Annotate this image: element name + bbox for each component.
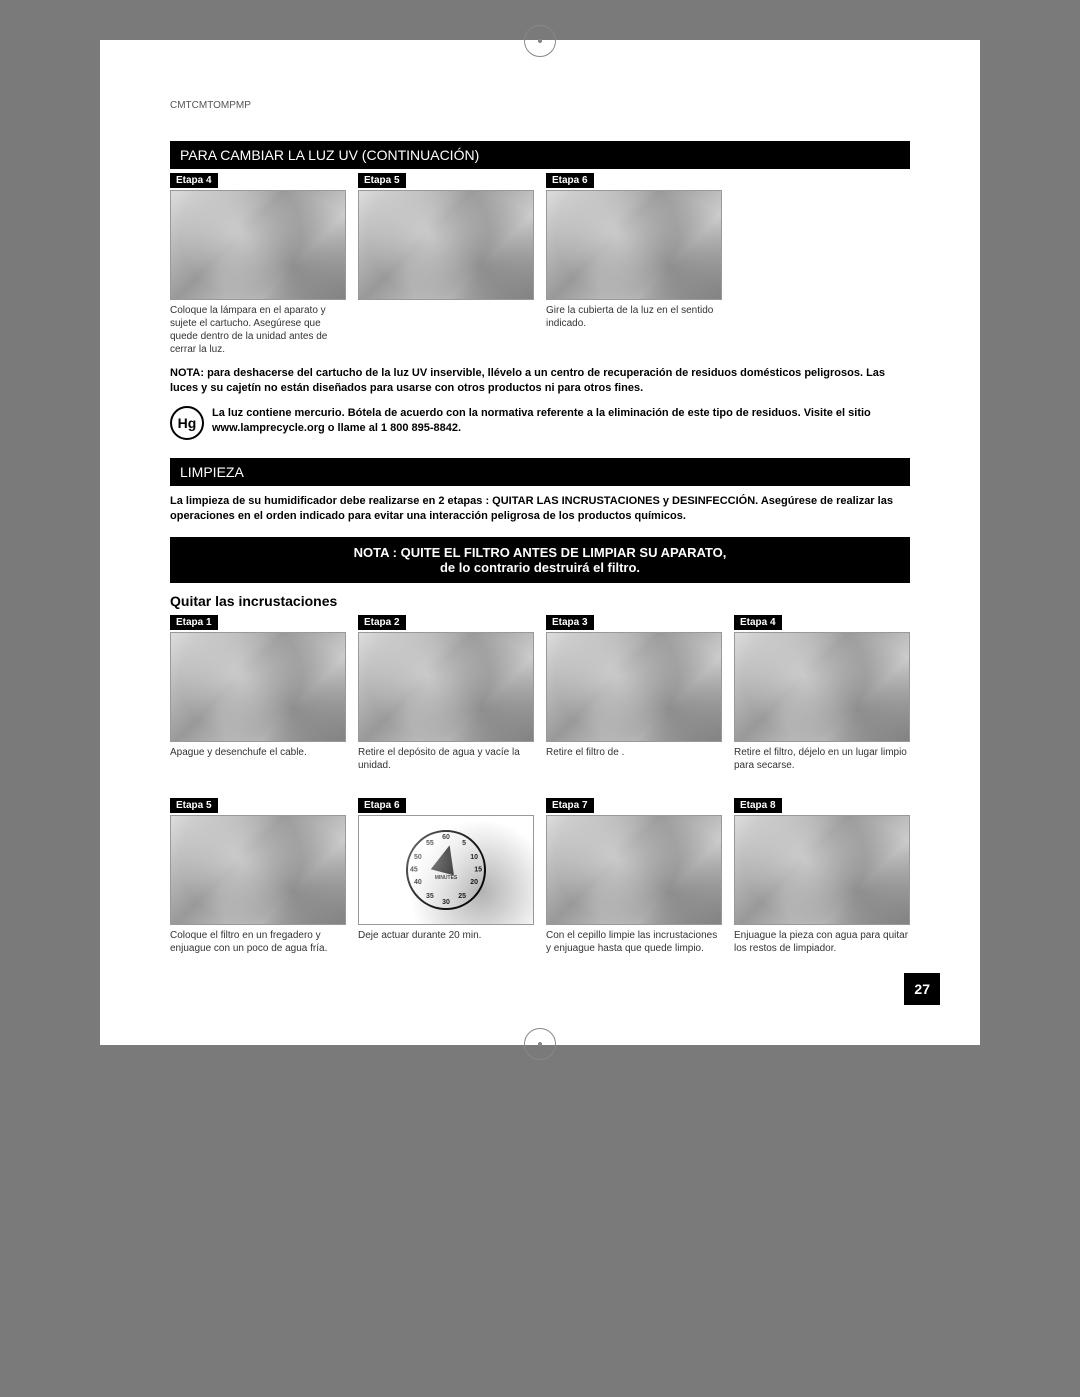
step-label: Etapa 5 <box>170 798 218 813</box>
uv-spacer <box>734 173 910 356</box>
step-caption: Retire el filtro, déjelo en un lugar lim… <box>734 746 910 786</box>
clock-icon: 60 5 10 15 20 25 30 35 40 45 50 55 MINUT… <box>406 830 486 910</box>
clock-hand-icon <box>431 843 461 876</box>
clean-step-4: Etapa 4 Retire el filtro, déjelo en un l… <box>734 615 910 786</box>
step-image-clock: 60 5 10 15 20 25 30 35 40 45 50 55 MINUT… <box>358 815 534 925</box>
step-label: Etapa 6 <box>358 798 406 813</box>
uv-step-4: Etapa 4 Coloque la lámpara en el aparato… <box>170 173 346 356</box>
step-label: Etapa 8 <box>734 798 782 813</box>
uv-steps-row: Etapa 4 Coloque la lámpara en el aparato… <box>170 173 910 356</box>
hg-icon: Hg <box>170 406 204 440</box>
step-label: Etapa 7 <box>546 798 594 813</box>
step-caption: Con el cepillo limpie las incrustaciones… <box>546 929 722 969</box>
step-caption: Coloque el filtro en un fregadero y enju… <box>170 929 346 969</box>
step-caption: Deje actuar durante 20 min. <box>358 929 534 969</box>
step-label: Etapa 5 <box>358 173 406 188</box>
step-label: Etapa 3 <box>546 615 594 630</box>
clean-step-8: Etapa 8 Enjuague la pieza con agua para … <box>734 798 910 969</box>
step-image-placeholder <box>734 632 910 742</box>
descale-subhead: Quitar las incrustaciones <box>170 593 910 609</box>
step-caption <box>358 304 534 344</box>
hg-text: La luz contiene mercurio. Bótela de acue… <box>212 406 910 436</box>
page-number: 27 <box>904 973 940 1005</box>
uv-step-5: Etapa 5 <box>358 173 534 356</box>
step-caption: Gire la cubierta de la luz en el sentido… <box>546 304 722 344</box>
section-clean-title: LIMPIEZA <box>170 458 910 486</box>
step-image-placeholder <box>170 815 346 925</box>
step-image-placeholder <box>358 632 534 742</box>
uv-step-6: Etapa 6 Gire la cubierta de la luz en el… <box>546 173 722 356</box>
clean-step-2: Etapa 2 Retire el depósito de agua y vac… <box>358 615 534 786</box>
step-caption: Apague y desenchufe el cable. <box>170 746 346 786</box>
step-label: Etapa 4 <box>734 615 782 630</box>
clean-step-1: Etapa 1 Apague y desenchufe el cable. <box>170 615 346 786</box>
step-image-placeholder <box>546 815 722 925</box>
uv-note: NOTA: para deshacerse del cartucho de la… <box>170 366 910 396</box>
step-label: Etapa 1 <box>170 615 218 630</box>
clean-step-7: Etapa 7 Con el cepillo limpie las incrus… <box>546 798 722 969</box>
header-code: CMTCMTOMPMP <box>170 100 910 111</box>
step-image-placeholder <box>734 815 910 925</box>
step-label: Etapa 4 <box>170 173 218 188</box>
clean-step-6: Etapa 6 60 5 10 15 20 25 30 35 40 45 50 … <box>358 798 534 969</box>
section-uv-title: PARA CAMBIAR LA LUZ UV (CONTINUACIÓN) <box>170 141 910 169</box>
callout-line2: de lo contrario destruirá el filtro. <box>180 560 900 575</box>
step-image-placeholder <box>170 190 346 300</box>
descale-grid: Etapa 1 Apague y desenchufe el cable. Et… <box>170 615 910 969</box>
clean-step-5: Etapa 5 Coloque el filtro en un fregader… <box>170 798 346 969</box>
step-label: Etapa 2 <box>358 615 406 630</box>
clean-intro: La limpieza de su humidificador debe rea… <box>170 494 910 524</box>
step-image-placeholder <box>358 190 534 300</box>
step-image-placeholder <box>546 190 722 300</box>
step-caption: Retire el filtro de . <box>546 746 722 786</box>
clean-step-3: Etapa 3 Retire el filtro de . <box>546 615 722 786</box>
mercury-warning: Hg La luz contiene mercurio. Bótela de a… <box>170 406 910 440</box>
filter-warning-callout: NOTA : QUITE EL FILTRO ANTES DE LIMPIAR … <box>170 537 910 583</box>
step-caption: Retire el depósito de agua y vacíe la un… <box>358 746 534 786</box>
page: CMTCMTOMPMP PARA CAMBIAR LA LUZ UV (CONT… <box>100 40 980 1045</box>
step-label: Etapa 6 <box>546 173 594 188</box>
step-caption: Enjuague la pieza con agua para quitar l… <box>734 929 910 969</box>
step-image-placeholder <box>170 632 346 742</box>
step-caption: Coloque la lámpara en el aparato y sujet… <box>170 304 346 356</box>
step-image-placeholder <box>546 632 722 742</box>
callout-line1: NOTA : QUITE EL FILTRO ANTES DE LIMPIAR … <box>180 545 900 560</box>
